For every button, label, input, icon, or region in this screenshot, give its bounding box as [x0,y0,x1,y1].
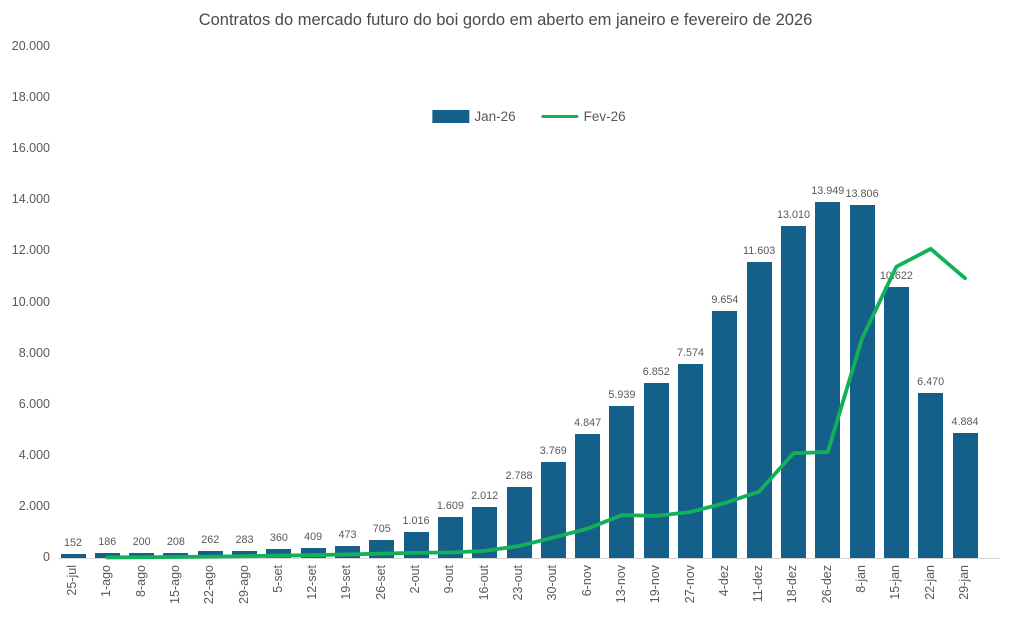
y-tick-label: 8.000 [18,345,50,360]
bar-11-dez [746,261,772,558]
bar-27-nov [678,364,704,558]
x-tick-label-16-out: 16-out [476,565,491,601]
x-tick-label-2-out: 2-out [408,565,423,594]
bar-30-out [540,461,566,558]
bar-26-set [369,539,395,558]
x-tick-label-19-set: 19-set [339,565,354,600]
x-axis-line [58,558,1000,559]
x-tick-label-27-nov: 27-nov [682,565,697,604]
bar-26-dez [815,201,841,558]
x-tick-label-15-jan: 15-jan [888,565,903,600]
y-tick-label: 14.000 [11,192,50,207]
bar-16-out [472,506,498,558]
bar-18-dez [780,225,806,558]
x-tick-label-9-out: 9-out [442,565,457,594]
y-tick-label: 4.000 [18,447,50,462]
bar-series-swatch [432,110,470,123]
y-tick-label: 10.000 [11,294,50,309]
legend-item-jan-26: Jan-26 [432,109,516,124]
bar-25-jul [60,554,86,558]
x-tick-label-30-out: 30-out [545,565,560,601]
x-tick-label-18-dez: 18-dez [785,565,800,604]
x-tick-label-12-set: 12-set [305,565,320,600]
bar-value-label: 13.806 [845,188,879,201]
bar-value-label: 4.884 [951,416,979,429]
bar-15-jan [883,286,909,558]
y-tick-label: 0 [43,550,50,564]
bar-4-dez [712,311,738,558]
bar-19-nov [643,382,669,558]
y-tick-label: 18.000 [11,90,50,105]
x-tick-label-8-jan: 8-jan [854,565,869,593]
bar-23-out [506,486,532,558]
x-tick-label-22-ago: 22-ago [202,565,217,604]
bar-6-nov [575,434,601,558]
legend: Jan-26 Fev-26 [432,109,626,124]
x-tick-label-13-nov: 13-nov [613,565,628,604]
legend-item-fev-26: Fev-26 [541,109,626,124]
x-tick-label-25-jul: 25-jul [65,565,79,596]
bar-5-set [266,548,292,558]
y-tick-label: 6.000 [18,396,50,411]
y-tick-label: 16.000 [11,141,50,156]
x-tick-label-23-out: 23-out [511,565,525,601]
bar-8-jan [849,205,875,558]
legend-label-jan-26: Jan-26 [474,109,516,124]
bar-22-ago [197,551,223,558]
bar-19-set [334,545,360,558]
legend-label-fev-26: Fev-26 [583,109,626,124]
x-tick-label-5-set: 5-set [270,565,285,593]
bar-9-out [437,516,463,558]
bar-value-label: 13.949 [811,184,845,197]
bar-29-jan [952,433,978,558]
x-tick-label-11-dez: 11-dez [751,565,766,603]
line-series-swatch [541,114,579,119]
y-tick-label: 20.000 [11,39,50,53]
bar-value-label: 13.010 [776,208,810,221]
x-tick-label-1-ago: 1-ago [99,565,114,597]
bar-value-label: 152 [63,537,82,550]
x-tick-label-8-ago: 8-ago [133,565,148,597]
x-tick-label-26-dez: 26-dez [819,565,834,604]
bar-29-ago [232,550,258,558]
x-tick-label-6-nov: 6-nov [579,565,594,597]
chart-title: Contratos do mercado futuro do boi gordo… [198,11,813,29]
bar-2-out [403,532,429,558]
y-tick-label: 2.000 [18,498,50,513]
y-tick-label: 12.000 [11,243,50,258]
x-tick-label-29-ago: 29-ago [236,565,251,604]
bar-12-set [300,547,326,558]
bar-value-label: 10.622 [879,269,913,282]
x-tick-label-15-ago: 15-ago [167,565,182,604]
x-tick-label-22-jan: 22-jan [922,565,937,600]
x-tick-label-26-set: 26-set [373,565,388,600]
x-tick-label-4-dez: 4-dez [716,565,731,597]
bar-value-label: 6.470 [917,375,945,388]
x-tick-label-19-nov: 19-nov [648,565,663,604]
x-tick-label-29-jan: 29-jan [957,565,971,600]
bar-13-nov [609,406,635,558]
